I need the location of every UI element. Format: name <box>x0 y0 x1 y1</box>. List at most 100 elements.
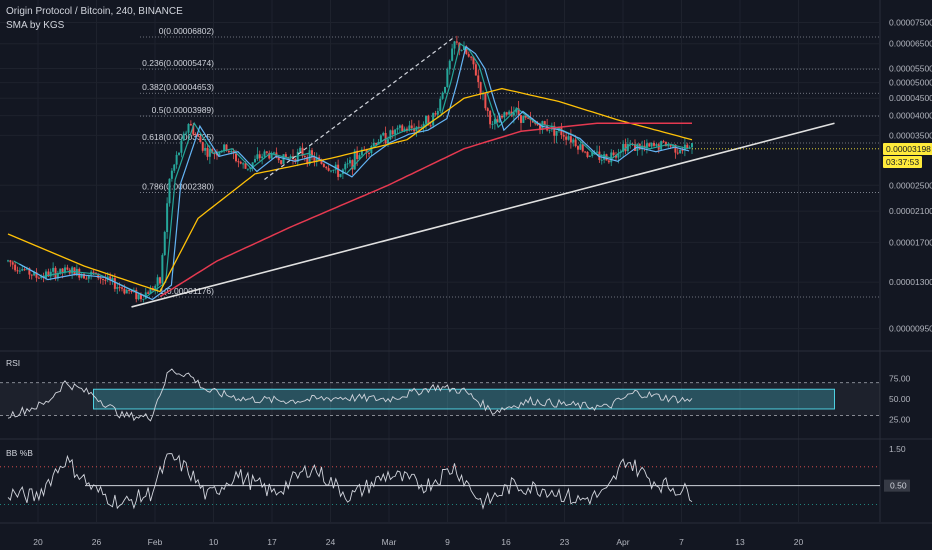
candle-body <box>282 154 285 164</box>
candle-body <box>586 151 589 157</box>
candle-body <box>315 157 318 162</box>
price-tick-label: 0.00000950 <box>889 324 932 334</box>
candle-body <box>553 125 556 136</box>
candle-body <box>239 161 242 164</box>
bb-title: BB %B <box>6 448 33 458</box>
candle-body <box>182 133 185 141</box>
candle-body <box>574 139 577 147</box>
candle-body <box>78 268 81 278</box>
candle-body <box>465 46 468 55</box>
current-price-badge: 0.00003198 <box>883 142 932 155</box>
bb-value-badge-bg <box>884 479 910 492</box>
candle-body <box>251 162 254 168</box>
candle-body <box>80 273 83 278</box>
candle-body <box>123 288 126 294</box>
candle-body <box>441 92 444 99</box>
price-tick-label: 0.00001300 <box>889 277 932 287</box>
indicator-label: SMA by KGS <box>6 20 65 31</box>
candle-body <box>109 276 112 281</box>
candle-body <box>626 144 629 152</box>
time-tick-label: 13 <box>735 537 745 547</box>
rsi-range-box <box>93 388 835 410</box>
candle-body <box>223 144 226 152</box>
candle-body <box>600 159 603 161</box>
candle-body <box>64 267 66 273</box>
candle-body <box>681 149 684 151</box>
candle-body <box>667 144 670 147</box>
candle-body <box>163 232 166 256</box>
candle-body <box>194 134 197 136</box>
candle-body <box>30 274 33 276</box>
candle-body <box>596 151 598 153</box>
fib-dashed-arrow <box>264 36 455 180</box>
candle-body <box>206 147 209 157</box>
candle-body <box>113 278 116 289</box>
candle-body <box>524 115 527 118</box>
price-tick-label: 0.00004000 <box>889 111 932 121</box>
time-tick-label: 7 <box>679 537 684 547</box>
candle-body <box>406 128 408 131</box>
candle-body <box>178 152 180 155</box>
time-tick-label: 17 <box>267 537 277 547</box>
time-tick-label: Mar <box>382 537 397 547</box>
time-tick-label: 23 <box>560 537 570 547</box>
candle-body <box>562 134 565 137</box>
candle-body <box>688 147 691 149</box>
candle-body <box>261 156 264 159</box>
fib-level-label: 0(0.00006802) <box>159 26 214 36</box>
candle-body <box>434 113 437 115</box>
candle-body <box>59 268 62 274</box>
candle-body <box>427 115 430 126</box>
price-tick-label: 0.00004500 <box>889 93 932 103</box>
candle-body <box>664 141 667 147</box>
candle-body <box>35 272 38 278</box>
candle-body <box>159 277 161 284</box>
candle-body <box>543 121 546 126</box>
candle-body <box>201 142 204 151</box>
candle-body <box>14 264 17 271</box>
bb-line <box>7 453 693 510</box>
candle-body <box>66 267 69 270</box>
candle-body <box>660 141 663 150</box>
candle-body <box>128 289 131 291</box>
candle-body <box>505 112 508 115</box>
candle-body <box>142 298 145 300</box>
fib-level-label: 1(0.00001176) <box>159 286 214 296</box>
candle-body <box>33 272 36 276</box>
sma-slow-line <box>7 87 693 293</box>
candle-body <box>208 149 211 157</box>
candle-body <box>584 151 587 153</box>
candle-body <box>284 154 287 158</box>
candle-body <box>422 123 425 128</box>
time-tick-label: 9 <box>445 537 450 547</box>
candle-body <box>396 127 399 130</box>
candle-body <box>451 48 454 61</box>
candle-body <box>612 152 615 156</box>
candle-body <box>296 151 299 162</box>
candle-body <box>463 46 465 51</box>
candle-body <box>467 54 470 57</box>
sma-long-line <box>159 122 692 298</box>
candle-body <box>356 150 359 160</box>
candle-body <box>579 144 582 150</box>
candle-body <box>588 155 591 157</box>
candle-body <box>653 142 655 146</box>
candle-body <box>289 156 292 158</box>
candle-body <box>448 60 451 70</box>
candle-body <box>97 273 100 279</box>
candle-body <box>349 160 351 164</box>
countdown-badge: 03:37:53 <box>883 155 923 168</box>
candle-body <box>197 134 199 137</box>
candle-body <box>306 157 309 165</box>
candle-body <box>496 119 499 123</box>
candle-body <box>477 75 480 83</box>
candle-body <box>230 151 233 153</box>
candle-body <box>303 156 306 158</box>
time-tick-label: 20 <box>794 537 804 547</box>
time-tick-label: 16 <box>501 537 511 547</box>
candle-body <box>187 124 190 133</box>
candle-body <box>567 136 570 140</box>
candle-body <box>118 287 121 289</box>
fib-level-label: 0.5(0.00003989) <box>152 105 215 115</box>
